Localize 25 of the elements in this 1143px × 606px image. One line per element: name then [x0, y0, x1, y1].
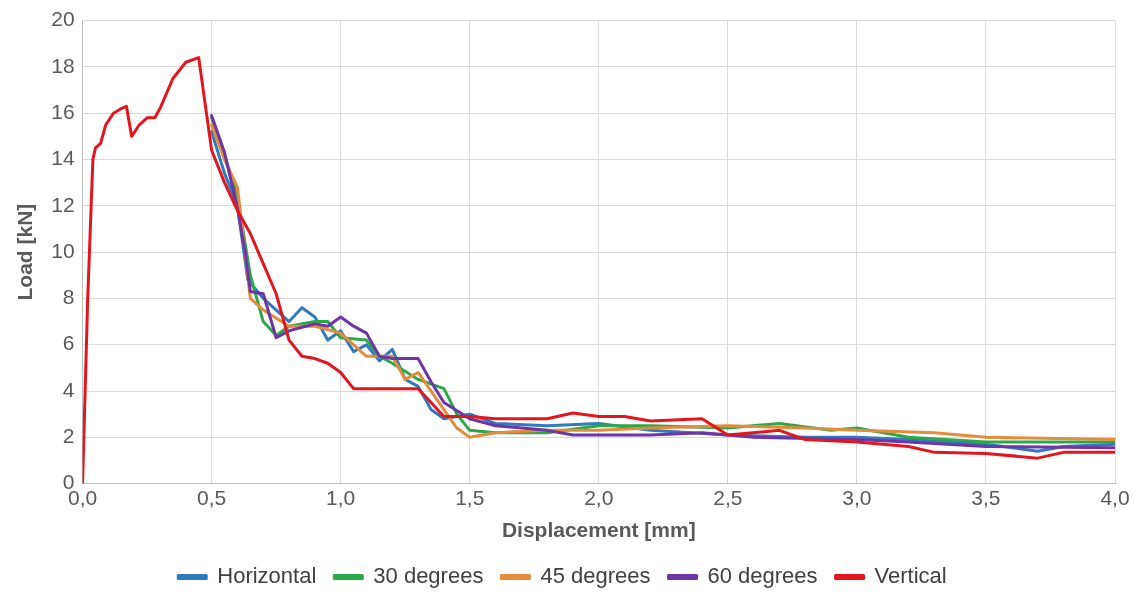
y-tick-label: 20: [51, 7, 75, 31]
x-axis-title: Displacement [mm]: [501, 518, 696, 542]
x-tick-label: 3,0: [842, 486, 872, 509]
x-tick-label: 2,0: [584, 486, 614, 509]
y-tick-label: 6: [62, 331, 75, 355]
y-tick-label: 14: [51, 146, 75, 170]
legend-label: 30 degrees: [373, 563, 484, 589]
x-tick-label: 3,5: [971, 486, 1001, 509]
legend-label: Horizontal: [217, 563, 317, 589]
y-tick-label: 2: [62, 424, 75, 448]
x-tick-label: 1,0: [326, 486, 356, 509]
y-tick-label: 12: [51, 192, 75, 216]
y-tick-label: 16: [51, 100, 75, 123]
x-tick-label: 0,5: [197, 486, 227, 509]
legend-label: 45 degrees: [540, 563, 651, 589]
y-axis-title: Load [kN]: [13, 203, 37, 301]
y-tick-label: 18: [51, 53, 75, 77]
y-tick-label: 10: [51, 238, 75, 262]
x-tick-label: 2,5: [713, 486, 743, 509]
x-tick-label: 1,5: [455, 486, 485, 509]
y-tick-label: 4: [62, 377, 75, 401]
x-tick-label: 4,0: [1100, 486, 1130, 509]
y-tick-label: 8: [62, 285, 75, 309]
legend-label: 60 degrees: [707, 563, 818, 589]
legend-label: Vertical: [874, 563, 947, 589]
